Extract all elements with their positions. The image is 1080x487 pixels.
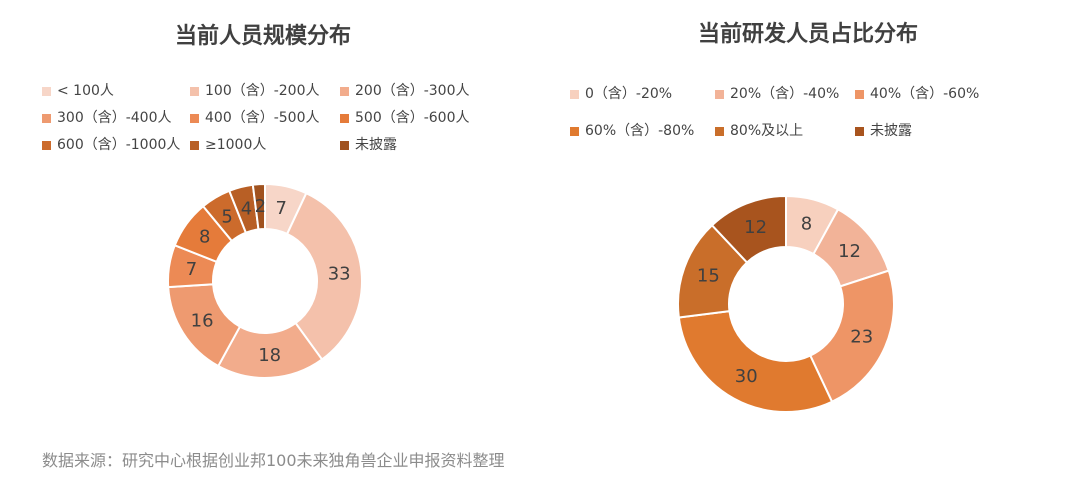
legend-item: < 100人: [42, 82, 114, 100]
donut-slice: [677, 310, 834, 413]
legend-swatch: [42, 86, 51, 96]
legend-label: 200（含）-300人: [355, 83, 470, 99]
legend-swatch: [570, 126, 579, 136]
legend-swatch: [42, 140, 51, 150]
legend-label: ≥1000人: [205, 137, 267, 153]
slice-value-label: 30: [735, 366, 758, 387]
legend-item: 80%及以上: [715, 122, 803, 140]
donut-slice: [251, 182, 266, 231]
legend-swatch: [855, 89, 864, 99]
slice-value-label: 33: [328, 263, 351, 284]
legend-label: 未披露: [355, 137, 397, 153]
slice-value-label: 8: [199, 227, 210, 248]
data-source-note: 数据来源：研究中心根据创业邦100未来独角兽企业申报资料整理: [42, 451, 505, 470]
slice-value-label: 7: [186, 259, 197, 280]
legend-item: 40%（含）-60%: [855, 85, 979, 103]
legend-item: 100（含）-200人: [190, 82, 320, 100]
slice-value-label: 7: [276, 198, 287, 219]
donut-slice: [710, 194, 787, 264]
legend-label: 0（含）-20%: [585, 86, 673, 102]
legend-item: 200（含）-300人: [340, 82, 470, 100]
legend-swatch: [190, 140, 199, 150]
slice-value-label: 2: [255, 196, 266, 217]
legend-label: 100（含）-200人: [205, 83, 320, 99]
legend-label: 400（含）-500人: [205, 110, 320, 126]
legend-swatch: [340, 140, 349, 150]
slice-value-label: 18: [258, 345, 281, 366]
legend-item: 未披露: [340, 136, 397, 154]
legend-label: 300（含）-400人: [57, 110, 172, 126]
legend-swatch: [340, 113, 349, 123]
legend-swatch: [715, 126, 724, 136]
legend-swatch: [715, 89, 724, 99]
legend-swatch: [340, 86, 349, 96]
legend-item: 300（含）-400人: [42, 109, 172, 127]
legend-label: < 100人: [57, 83, 114, 99]
donut-chart-rd-ratio: 8 12 23 30 15 12: [677, 194, 895, 413]
donut-slice: [285, 191, 363, 361]
legend-label: 600（含）-1000人: [57, 137, 181, 153]
legend-item: 60%（含）-80%: [570, 122, 694, 140]
legend-swatch: [570, 89, 579, 99]
chart-title-rd-ratio: 当前研发人员占比分布: [697, 22, 919, 47]
legend-swatch: [190, 113, 199, 123]
legend-item: 20%（含）-40%: [715, 85, 839, 103]
donut-slice: [808, 269, 895, 404]
legend-label: 20%（含）-40%: [730, 86, 840, 102]
slice-value-label: 12: [838, 241, 861, 262]
slice-value-label: 12: [744, 217, 767, 238]
slice-value-label: 5: [221, 206, 232, 227]
legend-swatch: [190, 86, 199, 96]
legend-label: 未披露: [870, 123, 912, 139]
legend-item: 400（含）-500人: [190, 109, 320, 127]
legend-label: 60%（含）-80%: [585, 123, 695, 139]
legend-label: 80%及以上: [730, 123, 804, 139]
legend-item: 500（含）-600人: [340, 109, 470, 127]
slice-value-label: 23: [850, 326, 873, 347]
legend-item: 未披露: [855, 122, 912, 140]
legend-swatch: [855, 126, 864, 136]
slice-value-label: 4: [241, 198, 252, 219]
chart-title-staff-size: 当前人员规模分布: [174, 24, 352, 49]
legend-item: ≥1000人: [190, 136, 266, 154]
slice-value-label: 15: [697, 266, 720, 287]
legend-label: 500（含）-600人: [355, 110, 470, 126]
slice-value-label: 8: [801, 214, 812, 235]
legend-swatch: [42, 113, 51, 123]
legend-item: 600（含）-1000人: [42, 136, 180, 154]
legend-item: 0（含）-20%: [570, 85, 672, 103]
legend-label: 40%（含）-60%: [870, 86, 980, 102]
slice-value-label: 16: [191, 310, 214, 331]
